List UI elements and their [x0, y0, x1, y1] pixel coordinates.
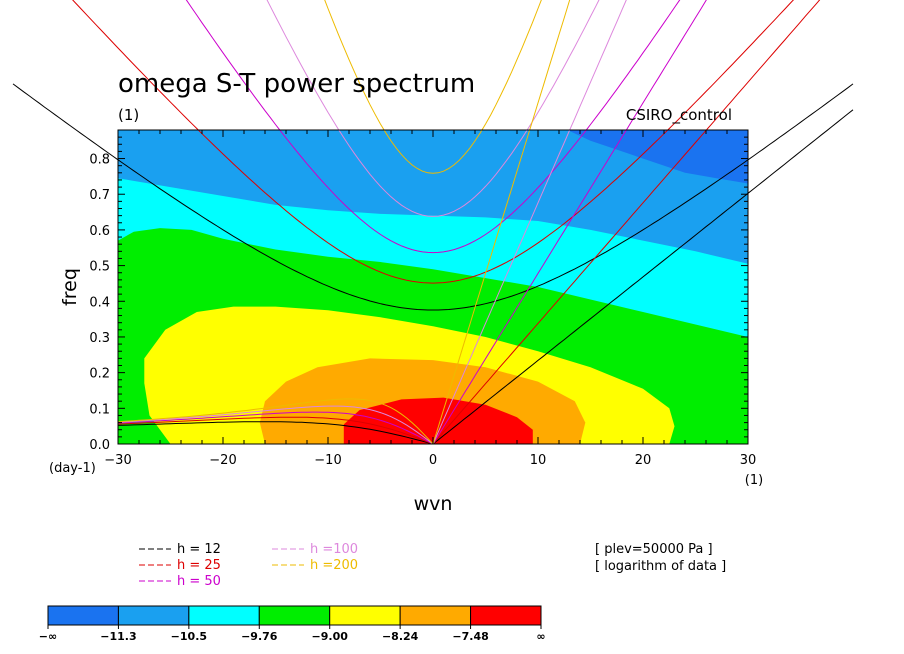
dispersion-kelvin-h100: [432, 130, 571, 444]
dispersion-inertia-gravity-h200: [383, 130, 483, 174]
y-tick-label: 0.6: [89, 224, 110, 239]
colorbar-label: −9.76: [241, 630, 278, 643]
x-axis: −30 −20 −10 0 10 20 30: [104, 130, 756, 468]
colorbar-label: ∞: [536, 630, 545, 643]
x-tick-label: 10: [530, 453, 547, 468]
colorbar-label: −11.3: [100, 630, 136, 643]
chart-title: omega S-T power spectrum: [118, 69, 475, 99]
dispersion-rossby-h100: [118, 405, 434, 444]
colorbar-segment: [117, 605, 190, 626]
dispersion-inertia-gravity-h100: [338, 130, 528, 217]
x-tick-label: −20: [209, 453, 236, 468]
x-axis-label: wvn: [414, 493, 453, 515]
x-tick-label: −10: [314, 453, 341, 468]
dispersion-inertia-gravity-h50: [279, 130, 587, 254]
plot-area: [118, 130, 748, 444]
dispersion-rossby-h200: [118, 398, 434, 444]
legend-label: h = 25: [177, 558, 221, 573]
y-tick-label: 0.5: [89, 260, 110, 275]
y-axis: 0.0 0.1 0.2 0.3 0.4 0.5 0.6 0.7 0.8: [89, 136, 748, 453]
colorbar-segment: [470, 605, 542, 626]
dispersion-rossby-h12: [118, 421, 434, 444]
colorbar-label: −∞: [39, 630, 57, 643]
colorbar-segment: [399, 605, 472, 626]
x-tick-label: 30: [740, 453, 757, 468]
contour-fills: [118, 130, 748, 444]
dispersion-curves: [118, 130, 748, 444]
annotation-logarithm: [ logarithm of data ]: [595, 559, 726, 574]
y-tick-label: 0.4: [89, 295, 110, 310]
colorbar: −∞ −11.3 −10.5 −9.76 −9.00 −8.24 −7.48 ∞: [39, 605, 546, 643]
legend-label: h =200: [310, 558, 358, 573]
y-tick-label: 0.1: [89, 402, 110, 417]
colorbar-segment: [329, 605, 401, 626]
dispersion-kelvin-h12: [432, 192, 748, 444]
y-unit-label: (day-1): [49, 461, 96, 476]
dispersion-inertia-gravity-h25: [197, 130, 669, 284]
colorbar-segment: [188, 605, 260, 626]
colorbar-label: −7.48: [452, 630, 488, 643]
x-tick-label: −30: [104, 453, 131, 468]
legend-label: h = 12: [177, 542, 221, 557]
colorbar-segment: [258, 605, 331, 626]
contour-region-level-6: [343, 397, 533, 444]
annotation-plev: [ plev=50000 Pa ]: [595, 542, 713, 557]
x-tick-label: 20: [635, 453, 652, 468]
y-tick-label: 0.7: [89, 188, 110, 203]
x-unit-label: (1): [745, 473, 763, 488]
contour-region-level-0: [567, 130, 748, 184]
x-tick-label: 0: [429, 453, 437, 468]
y-tick-label: 0.3: [89, 331, 110, 346]
legend-label: h =100: [310, 542, 358, 557]
y-tick-label: 0.2: [89, 367, 110, 382]
dispersion-rossby-h50: [118, 411, 434, 444]
colorbar-label: −10.5: [171, 630, 207, 643]
y-tick-label: 0.8: [89, 153, 110, 168]
dispersion-inertia-gravity-h12: [118, 159, 748, 311]
chart-subtitle-right: CSIRO_control: [626, 106, 732, 125]
dispersion-kelvin-h50: [432, 130, 627, 444]
y-axis-label: freq: [59, 268, 81, 306]
dispersion-kelvin-h200: [432, 130, 531, 444]
dispersion-rossby-h25: [118, 416, 434, 444]
colorbar-segment: [47, 605, 119, 626]
legend-label: h = 50: [177, 574, 221, 589]
colorbar-label: −9.00: [312, 630, 349, 643]
chart-subtitle-left: (1): [118, 106, 139, 124]
dispersion-kelvin-h25: [432, 130, 708, 444]
colorbar-label: −8.24: [382, 630, 419, 643]
y-tick-label: 0.0: [89, 438, 110, 453]
